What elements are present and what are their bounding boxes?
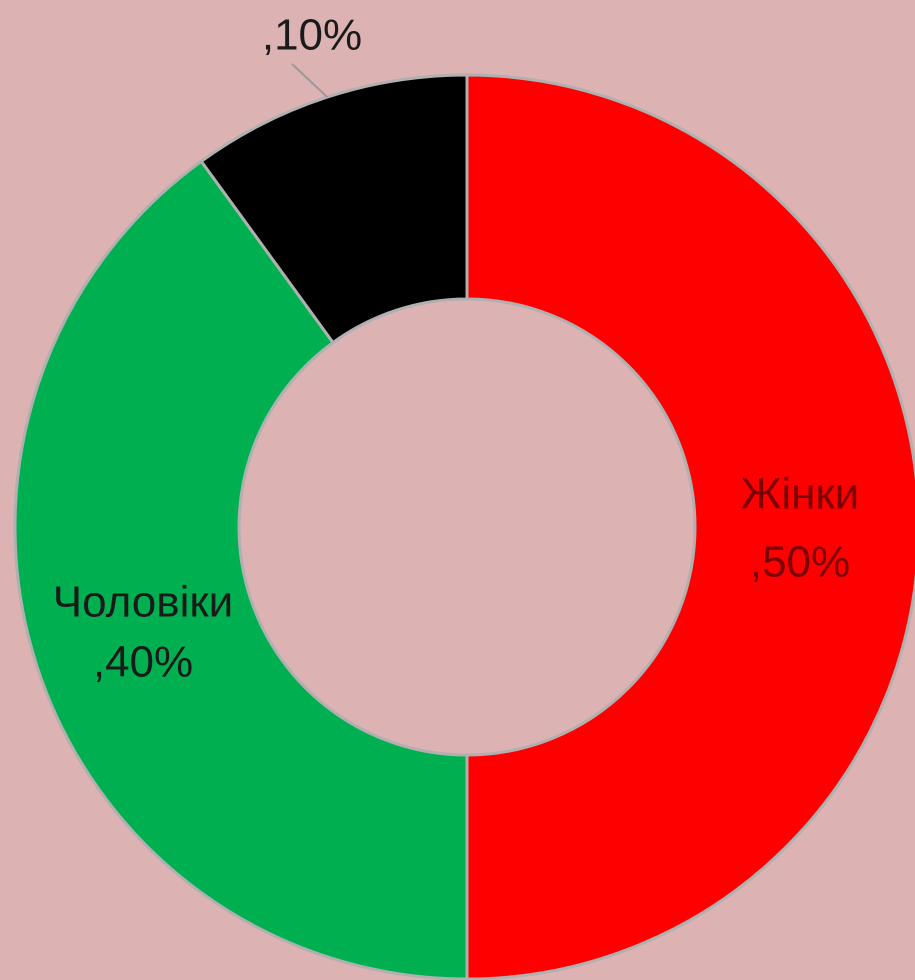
leader-line <box>291 63 329 98</box>
donut-slice <box>13 159 469 980</box>
donut-slice <box>465 73 915 980</box>
donut-slice <box>199 73 469 345</box>
value-label: ,50% <box>750 538 850 587</box>
value-label: ,10% <box>262 11 362 60</box>
category-label: Чоловіки <box>53 578 233 627</box>
category-label: Жінки <box>741 470 860 519</box>
value-label: ,40% <box>93 638 193 687</box>
